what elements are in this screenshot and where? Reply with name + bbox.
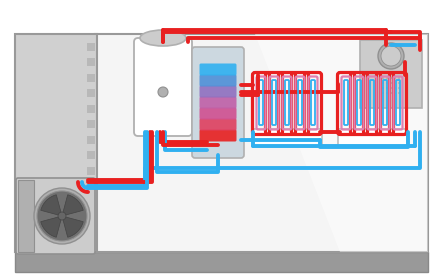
Ellipse shape bbox=[140, 30, 186, 46]
Bar bbox=[87, 167, 95, 174]
Circle shape bbox=[398, 92, 400, 94]
FancyBboxPatch shape bbox=[253, 129, 322, 147]
Circle shape bbox=[382, 82, 384, 84]
FancyBboxPatch shape bbox=[199, 64, 237, 76]
FancyBboxPatch shape bbox=[199, 118, 237, 130]
Circle shape bbox=[398, 87, 400, 89]
Circle shape bbox=[386, 77, 388, 79]
Wedge shape bbox=[62, 216, 83, 237]
Bar bbox=[87, 182, 95, 190]
Bar bbox=[87, 104, 95, 113]
Circle shape bbox=[390, 82, 392, 84]
FancyBboxPatch shape bbox=[192, 47, 244, 158]
Polygon shape bbox=[255, 34, 428, 252]
Bar bbox=[87, 43, 95, 50]
Circle shape bbox=[158, 87, 168, 97]
Circle shape bbox=[382, 87, 384, 89]
Circle shape bbox=[390, 77, 392, 79]
Circle shape bbox=[398, 82, 400, 84]
Circle shape bbox=[386, 82, 388, 84]
Circle shape bbox=[394, 87, 396, 89]
Bar bbox=[15, 34, 97, 252]
Bar bbox=[87, 74, 95, 81]
Wedge shape bbox=[41, 216, 62, 237]
Bar bbox=[87, 120, 95, 128]
FancyBboxPatch shape bbox=[134, 38, 192, 136]
Circle shape bbox=[386, 87, 388, 89]
Bar bbox=[87, 89, 95, 97]
Circle shape bbox=[382, 92, 384, 94]
FancyBboxPatch shape bbox=[199, 85, 237, 97]
Circle shape bbox=[378, 43, 404, 69]
Bar bbox=[87, 151, 95, 159]
FancyBboxPatch shape bbox=[199, 108, 237, 120]
Circle shape bbox=[386, 92, 388, 94]
Circle shape bbox=[398, 77, 400, 79]
Wedge shape bbox=[41, 195, 62, 216]
Circle shape bbox=[394, 82, 396, 84]
Circle shape bbox=[390, 87, 392, 89]
FancyBboxPatch shape bbox=[199, 130, 237, 141]
Circle shape bbox=[37, 191, 87, 241]
Wedge shape bbox=[62, 195, 83, 216]
Bar bbox=[18, 180, 34, 252]
Circle shape bbox=[382, 77, 384, 79]
Bar bbox=[87, 244, 95, 252]
Circle shape bbox=[394, 92, 396, 94]
Circle shape bbox=[394, 77, 396, 79]
FancyBboxPatch shape bbox=[199, 74, 237, 87]
Circle shape bbox=[381, 46, 401, 66]
Bar bbox=[87, 136, 95, 144]
Bar bbox=[360, 40, 422, 108]
Bar bbox=[87, 228, 95, 237]
Bar bbox=[87, 213, 95, 221]
Bar bbox=[87, 197, 95, 206]
Bar bbox=[95, 34, 428, 252]
FancyBboxPatch shape bbox=[338, 129, 407, 147]
Circle shape bbox=[58, 212, 66, 220]
Bar bbox=[87, 58, 95, 66]
Circle shape bbox=[390, 92, 392, 94]
Bar bbox=[15, 252, 428, 272]
FancyBboxPatch shape bbox=[199, 97, 237, 109]
FancyBboxPatch shape bbox=[16, 178, 95, 254]
Circle shape bbox=[34, 188, 90, 244]
